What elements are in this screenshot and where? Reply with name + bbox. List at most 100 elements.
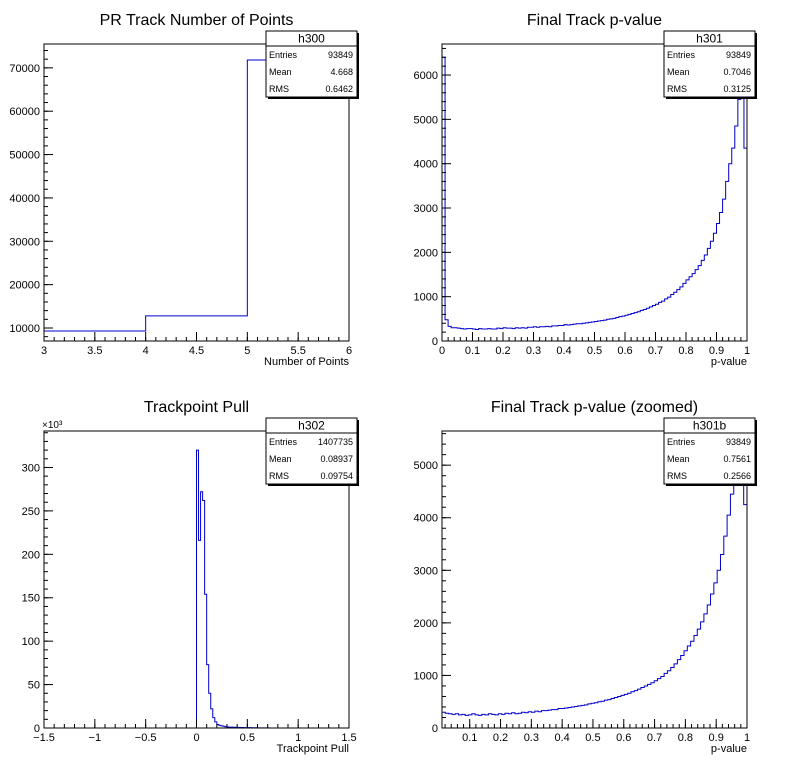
x-tick-label: 0.3 [526, 345, 541, 357]
y-tick-label: 40000 [9, 193, 40, 205]
x-axis-label: Trackpoint Pull [277, 743, 349, 755]
histogram-line [441, 433, 748, 728]
x-tick-label: 0.9 [709, 732, 724, 744]
x-tick-label: 0.4 [556, 345, 571, 357]
stats-key: Mean [269, 454, 292, 464]
x-tick-label: 1 [295, 732, 301, 744]
stats-key: Entries [269, 50, 298, 60]
stats-box [265, 417, 358, 485]
y-tick-label: 2000 [414, 618, 438, 630]
panel-title: Final Track p-value (zoomed) [491, 399, 698, 416]
stats-value: 1407735 [318, 437, 353, 447]
x-tick-label: 0.5 [585, 732, 600, 744]
stats-box [663, 30, 756, 98]
stats-key: Entries [667, 50, 696, 60]
y-tick-label: 100 [22, 636, 40, 648]
y-tick-label: 300 [22, 462, 40, 474]
y-tick-label: 1000 [414, 292, 438, 304]
stats-value: 0.7561 [723, 454, 751, 464]
x-tick-label: 1.5 [341, 732, 356, 744]
stats-name: h301b [693, 419, 727, 433]
x-tick-label: 0.7 [648, 345, 663, 357]
y-tick-label: 250 [22, 506, 40, 518]
y-tick-label: 1000 [414, 670, 438, 682]
x-tick-label: −1 [89, 732, 102, 744]
x-tick-label: 1 [744, 732, 750, 744]
stats-box [663, 417, 756, 485]
x-tick-label: 4 [143, 345, 149, 357]
panel-title: PR Track Number of Points [100, 12, 294, 29]
x-tick-label: 0.4 [555, 732, 570, 744]
stats-key: RMS [667, 471, 687, 481]
stats-name: h301 [696, 32, 723, 46]
p-value-zoomed-panel: Final Track p-value (zoomed) p-value 0.1… [414, 399, 757, 755]
y-tick-label: 2000 [414, 247, 438, 259]
pr-track-points-panel: PR Track Number of Points Number of Poin… [9, 12, 359, 368]
stats-value: 93849 [328, 50, 353, 60]
x-tick-label: 0.3 [524, 732, 539, 744]
x-tick-label: 0 [193, 732, 199, 744]
y-tick-label: 200 [22, 549, 40, 561]
x-tick-label: 5 [244, 345, 250, 357]
y-tick-label: 30000 [9, 236, 40, 248]
y-axis-multiplier: ×10³ [42, 420, 63, 431]
trackpoint-pull-panel: Trackpoint Pull Trackpoint Pull ×10³ −1.… [22, 399, 359, 755]
stats-key: Entries [269, 437, 298, 447]
x-tick-label: −1.5 [33, 732, 55, 744]
y-tick-label: 10000 [9, 323, 40, 335]
stats-value: 0.3125 [723, 84, 751, 94]
x-tick-label: 6 [346, 345, 352, 357]
x-tick-label: 3 [41, 345, 47, 357]
stats-key: RMS [667, 84, 687, 94]
x-tick-label: 0.2 [495, 345, 510, 357]
stats-value: 0.7046 [723, 67, 751, 77]
stats-name: h302 [298, 419, 325, 433]
p-value-panel: Final Track p-value p-value 0 0.1 0.2 0.3 0.… [414, 12, 757, 368]
x-tick-label: 0.5 [240, 732, 255, 744]
plot-frame [441, 430, 748, 729]
x-axis-label: Number of Points [264, 356, 349, 368]
x-tick-label: 0.1 [462, 732, 477, 744]
histogram-line [43, 59, 350, 341]
x-tick-label: 3.5 [87, 345, 102, 357]
x-tick-label: 5.5 [291, 345, 306, 357]
x-axis-label: p-value [711, 743, 747, 755]
x-tick-label: 0.8 [678, 345, 693, 357]
stats-value: 0.6462 [325, 84, 353, 94]
histogram-line [441, 56, 748, 341]
stats-box [265, 30, 358, 98]
x-tick-label: 0 [439, 345, 445, 357]
x-tick-label: 1 [744, 345, 750, 357]
x-tick-label: 0.9 [709, 345, 724, 357]
stats-value: 0.09754 [320, 471, 353, 481]
stats-value: 0.2566 [723, 471, 751, 481]
y-tick-label: 5000 [414, 460, 438, 472]
x-tick-label: 0.2 [493, 732, 508, 744]
stats-key: RMS [269, 84, 289, 94]
y-tick-label: 60000 [9, 106, 40, 118]
x-tick-label: 0.1 [465, 345, 480, 357]
x-axis-label: p-value [711, 356, 747, 368]
stats-value: 4.668 [330, 67, 353, 77]
stats-key: Mean [667, 454, 690, 464]
stats-value: 0.08937 [320, 454, 353, 464]
y-tick-label: 4000 [414, 513, 438, 525]
panel-title: Final Track p-value [527, 12, 662, 29]
y-tick-label: 3000 [414, 203, 438, 215]
x-tick-label: 0.6 [617, 345, 632, 357]
stats-value: 93849 [726, 437, 751, 447]
stats-name: h300 [298, 32, 325, 46]
y-tick-label: 5000 [414, 114, 438, 126]
stats-value: 93849 [726, 50, 751, 60]
y-tick-label: 0 [432, 723, 438, 735]
y-tick-label: 150 [22, 593, 40, 605]
y-tick-label: 70000 [9, 63, 40, 75]
x-tick-label: 4.5 [189, 345, 204, 357]
stats-key: Mean [667, 67, 690, 77]
x-tick-label: 0.8 [678, 732, 693, 744]
y-tick-label: 3000 [414, 565, 438, 577]
y-tick-label: 0 [34, 723, 40, 735]
x-tick-label: −0.5 [135, 732, 157, 744]
stats-key: Mean [269, 67, 292, 77]
